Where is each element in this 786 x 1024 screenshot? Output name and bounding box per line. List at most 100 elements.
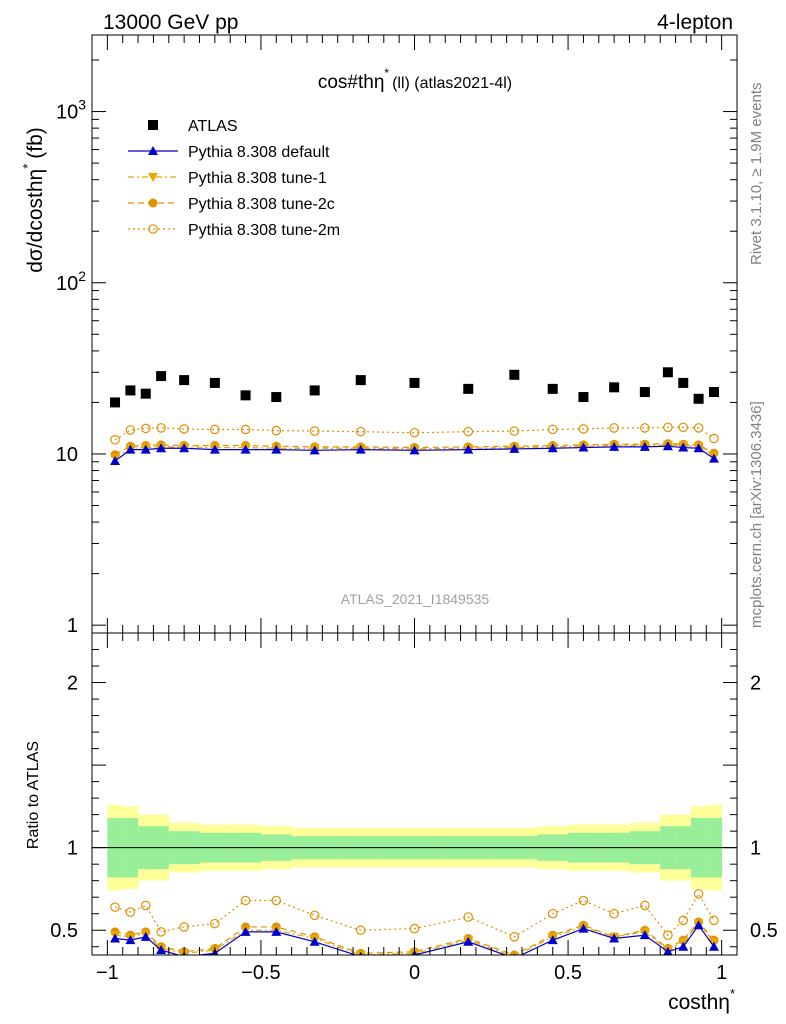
rivet-version-text: Rivet 3.1.10, ≥ 1.9M events — [748, 83, 765, 266]
ratio-point — [156, 927, 166, 937]
data-point — [240, 390, 251, 401]
data-point — [140, 423, 151, 434]
data-point — [355, 375, 366, 386]
data-point — [662, 441, 673, 451]
legend-label: Pythia 8.308 tune-2m — [188, 222, 340, 239]
ratio-point — [708, 941, 719, 951]
data-point — [578, 442, 589, 452]
ratio-point — [693, 889, 704, 899]
data-point — [678, 442, 689, 452]
header-right: 4-lepton — [657, 11, 733, 34]
legend-marker — [148, 173, 158, 182]
ratio-point — [110, 902, 120, 912]
ratio-point — [640, 900, 650, 911]
data-point — [609, 423, 619, 433]
series-pythia-8-308-tune-2m — [110, 422, 719, 445]
ratio-point — [140, 931, 151, 941]
data-point — [409, 427, 420, 438]
ratio-point — [409, 923, 420, 934]
ratio-point — [110, 933, 121, 943]
data-point — [463, 383, 474, 394]
plot-title: cos#thη*(ll) (atlas2021-4l) — [318, 66, 512, 93]
ratio-point — [663, 946, 673, 955]
x-tick-label: 0.5 — [554, 962, 582, 984]
data-point — [678, 422, 689, 433]
ratio-point — [547, 935, 558, 945]
y-tick-label-main: 103 — [56, 97, 86, 124]
ratio-point — [309, 910, 320, 921]
data-point — [156, 423, 166, 433]
x-tick-label: −0.5 — [241, 962, 280, 984]
y-tick-label-ratio-right: 1 — [750, 838, 761, 860]
ratio-point — [639, 930, 650, 940]
data-point — [639, 387, 650, 398]
data-point — [509, 443, 520, 453]
legend-marker — [148, 224, 158, 234]
data-point — [210, 424, 220, 435]
ratio-point — [355, 925, 366, 936]
legend-entry: Pythia 8.308 tune-2m — [128, 222, 340, 239]
data-point — [662, 367, 673, 378]
data-point — [179, 375, 190, 386]
legend: ATLAS Pythia 8.308 default Pythia 8.308 tu… — [128, 118, 340, 239]
axis-ticks — [92, 35, 737, 955]
ratio-point — [609, 933, 620, 943]
data-point — [140, 444, 151, 454]
legend-entry: ATLAS — [148, 118, 238, 135]
data-point — [309, 445, 320, 455]
ratio-series-pythia-8-308-tune-2m — [110, 889, 719, 942]
ratio-point — [709, 915, 719, 926]
ratio-point — [125, 907, 136, 917]
ratio-point — [463, 936, 474, 946]
y-tick-label-main: 1 — [67, 615, 78, 637]
ratio-point — [240, 895, 251, 906]
data-point — [609, 441, 620, 451]
data-point — [240, 444, 251, 454]
data-point — [693, 393, 704, 404]
data-point — [693, 423, 704, 433]
x-axis-label: costhη* — [668, 986, 735, 1014]
x-tick-label: −1 — [96, 962, 119, 984]
data-point — [125, 385, 136, 396]
y-axis-label-ratio: Ratio to ATLAS — [25, 741, 42, 849]
data-point — [708, 453, 719, 463]
data-point — [110, 455, 121, 465]
data-point — [156, 371, 167, 382]
y-tick-label-ratio-right: 2 — [750, 673, 761, 695]
data-point — [179, 443, 190, 453]
x-tick-label: 0 — [409, 962, 420, 984]
data-point — [547, 383, 558, 394]
series-atlas — [110, 367, 719, 408]
ratio-series-group — [110, 889, 719, 955]
data-point — [708, 387, 719, 398]
data-point — [309, 426, 320, 436]
data-point — [179, 424, 189, 434]
data-point — [578, 424, 589, 434]
data-point — [509, 369, 520, 380]
ratio-line — [114, 892, 715, 938]
x-tick-label: 1 — [716, 962, 727, 984]
ratio-point — [578, 923, 589, 933]
ratio-point — [156, 945, 167, 955]
data-point — [463, 444, 474, 454]
legend-marker — [148, 120, 158, 130]
legend-label: Pythia 8.308 tune-1 — [188, 170, 327, 187]
ratio-point — [240, 926, 251, 936]
data-point — [125, 425, 136, 435]
data-point — [355, 426, 366, 437]
data-point — [271, 425, 282, 436]
y-axis-label-main: dσ/dcosthη*(fb) — [20, 127, 47, 273]
ratio-point — [578, 895, 589, 906]
data-point — [639, 441, 650, 451]
ratio-point — [609, 908, 619, 919]
ratio-point — [271, 926, 282, 936]
series-line — [114, 444, 715, 459]
ratio-point — [547, 908, 558, 919]
data-point — [609, 382, 620, 393]
data-point — [547, 443, 558, 453]
y-tick-label-main: 102 — [56, 268, 86, 295]
ratio-point — [693, 920, 704, 930]
y-tick-label-main: 10 — [56, 444, 78, 466]
